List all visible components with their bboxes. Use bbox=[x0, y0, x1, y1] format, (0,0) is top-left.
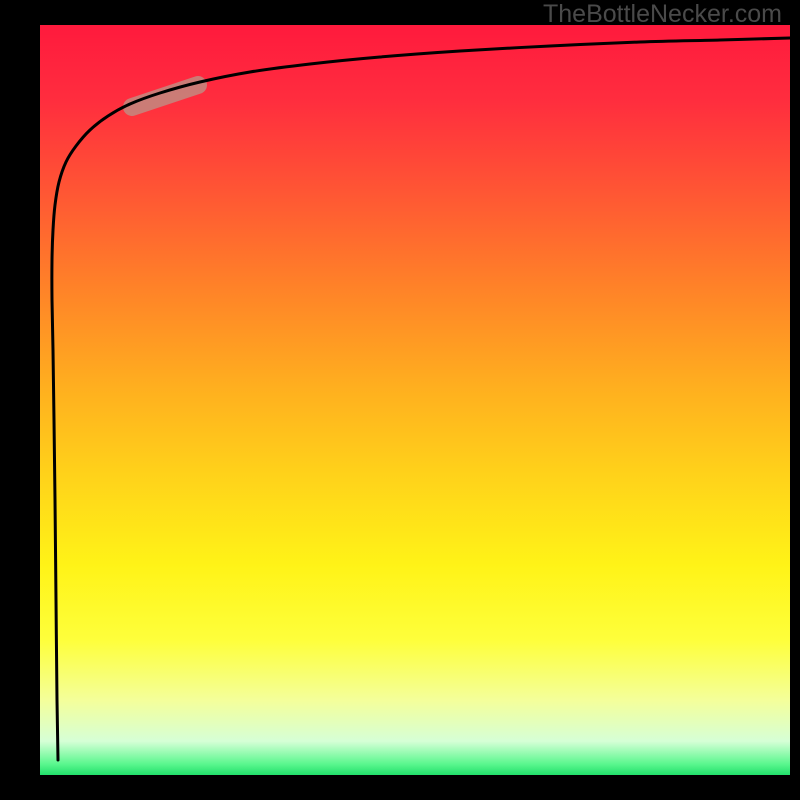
highlight-marker bbox=[132, 85, 198, 107]
chart-stage: TheBottleNecker.com bbox=[0, 0, 800, 800]
curve-layer bbox=[0, 0, 800, 800]
watermark-text: TheBottleNecker.com bbox=[543, 0, 782, 29]
performance-curve bbox=[52, 38, 790, 760]
